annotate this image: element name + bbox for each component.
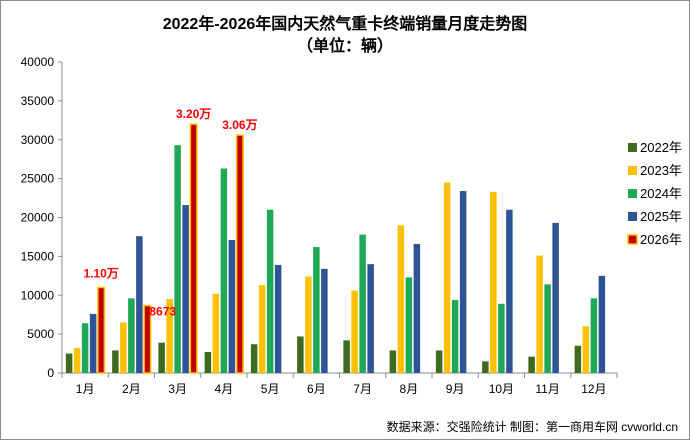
bar-2026年 <box>97 286 106 374</box>
y-tick-label: 35000 <box>21 94 55 108</box>
bar-2024年 <box>220 168 228 373</box>
bar-2023年 <box>212 293 220 373</box>
x-tick-label: 9月 <box>446 382 465 396</box>
bar-2022年 <box>343 340 350 373</box>
bar-2023年 <box>305 276 312 373</box>
x-tick-label: 3月 <box>168 382 187 396</box>
x-tick-label: 10月 <box>489 382 514 396</box>
legend-swatch <box>628 143 637 152</box>
bar-2025年 <box>182 205 189 373</box>
legend-swatch <box>627 234 638 245</box>
bar-2025年 <box>459 191 467 373</box>
bar-2025年 <box>552 222 559 373</box>
x-tick-label: 4月 <box>215 382 234 396</box>
bar-2025年 <box>228 240 236 373</box>
bar-2025年 <box>506 209 513 373</box>
bar-2024年 <box>313 247 320 373</box>
bar-2023年 <box>490 191 497 373</box>
bar-2026年 <box>235 134 244 374</box>
bar-2024年 <box>498 303 505 373</box>
y-tick-label: 5000 <box>27 327 54 341</box>
chart-subtitle: （单位：辆） <box>296 38 393 55</box>
x-tick-label: 1月 <box>76 382 95 396</box>
bar-2022年 <box>112 350 119 373</box>
y-tick-label: 15000 <box>21 249 55 263</box>
bar-2024年 <box>359 234 366 373</box>
bar-2024年 <box>174 145 181 373</box>
bar-2023年 <box>536 255 543 373</box>
bar-2025年 <box>89 313 97 373</box>
bar-2026年 <box>189 123 198 374</box>
bar-2024年 <box>81 323 89 373</box>
y-tick-label: 20000 <box>21 211 55 225</box>
bar-2022年 <box>250 344 258 373</box>
bar-2023年 <box>120 322 127 373</box>
y-tick-label: 10000 <box>21 288 55 302</box>
bar-2024年 <box>266 209 274 373</box>
bar-2023年 <box>258 285 266 373</box>
legend-label: 2026年 <box>640 232 682 247</box>
y-tick-label: 40000 <box>21 55 55 69</box>
source-note: 数据来源：交强险统计 制图：第一商用车网 cvworld.cn <box>386 420 678 434</box>
y-tick-label: 0 <box>47 366 54 380</box>
bar-2022年 <box>158 342 165 373</box>
legend-label: 2025年 <box>640 209 682 224</box>
bar-2022年 <box>65 353 73 373</box>
bar-2025年 <box>413 243 421 373</box>
legend-label: 2022年 <box>640 140 682 155</box>
bar-2022年 <box>482 361 489 373</box>
y-tick-label: 30000 <box>21 133 55 147</box>
legend-swatch <box>628 212 637 221</box>
data-label: 3.06万 <box>222 118 257 132</box>
x-tick-label: 6月 <box>307 382 326 396</box>
legend-label: 2023年 <box>640 163 682 178</box>
bar-2022年 <box>435 350 443 373</box>
x-tick-label: 11月 <box>535 382 559 396</box>
bar-2025年 <box>321 268 328 373</box>
bar-2025年 <box>598 275 606 373</box>
bar-2023年 <box>443 182 451 373</box>
legend-label: 2024年 <box>640 186 682 201</box>
x-tick-label: 8月 <box>400 382 419 396</box>
bar-2024年 <box>128 298 135 373</box>
x-tick-label: 12月 <box>581 382 606 396</box>
bar-2024年 <box>544 284 551 373</box>
x-tick-label: 7月 <box>353 382 372 396</box>
bar-2022年 <box>204 352 212 373</box>
bar-2022年 <box>297 336 304 373</box>
bar-2025年 <box>367 264 374 373</box>
bar-2024年 <box>405 277 413 373</box>
data-label: 8673 <box>149 305 176 319</box>
y-tick-label: 25000 <box>21 172 55 186</box>
chart-title: 2022年-2026年国内天然气重卡终端销量月度走势图 <box>162 16 528 33</box>
data-label: 1.10万 <box>83 266 118 280</box>
legend-swatch <box>628 166 637 175</box>
bar-2026年 <box>143 304 152 374</box>
bar-2025年 <box>274 264 282 373</box>
data-label: 3.20万 <box>176 107 211 121</box>
bar-2023年 <box>166 299 173 373</box>
bar-2023年 <box>73 348 81 373</box>
legend-swatch <box>628 189 637 198</box>
x-tick-label: 2月 <box>122 382 141 396</box>
bar-2025年 <box>136 236 143 373</box>
x-tick-label: 5月 <box>261 382 280 396</box>
bar-2022年 <box>574 345 582 373</box>
bar-2022年 <box>389 350 397 373</box>
bar-2024年 <box>590 298 598 373</box>
bar-2022年 <box>528 356 535 373</box>
bar-2023年 <box>397 225 405 373</box>
bar-2023年 <box>582 326 590 373</box>
bar-2023年 <box>351 290 358 373</box>
bar-2024年 <box>451 299 459 373</box>
